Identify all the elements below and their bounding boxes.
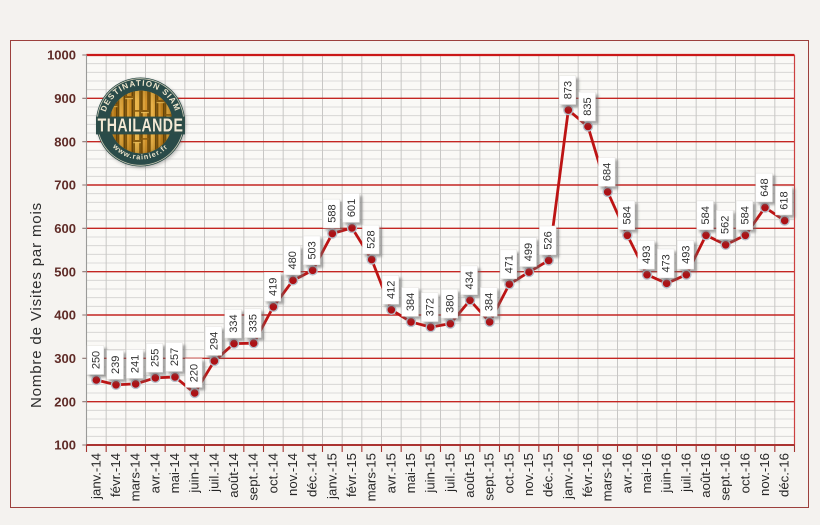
svg-text:900: 900 — [54, 91, 76, 106]
svg-text:janv.-16: janv.-16 — [560, 453, 575, 500]
svg-text:239: 239 — [110, 356, 122, 374]
svg-text:562: 562 — [720, 216, 732, 234]
svg-text:584: 584 — [700, 206, 712, 224]
svg-text:nov.-14: nov.-14 — [285, 453, 300, 496]
svg-text:oct.-15: oct.-15 — [501, 453, 516, 493]
svg-text:sept.-16: sept.-16 — [718, 453, 733, 501]
svg-text:584: 584 — [739, 206, 751, 224]
svg-text:528: 528 — [366, 230, 378, 248]
svg-text:févr.-14: févr.-14 — [108, 453, 123, 497]
svg-text:déc.-16: déc.-16 — [777, 453, 792, 497]
svg-text:juin-14: juin-14 — [187, 453, 202, 494]
svg-text:600: 600 — [54, 221, 76, 236]
svg-text:526: 526 — [543, 231, 555, 249]
svg-text:500: 500 — [54, 264, 76, 279]
svg-text:100: 100 — [54, 438, 76, 453]
svg-text:372: 372 — [425, 298, 437, 316]
svg-text:oct.-14: oct.-14 — [265, 453, 280, 493]
svg-text:412: 412 — [385, 281, 397, 299]
svg-text:août-16: août-16 — [698, 453, 713, 498]
svg-text:700: 700 — [54, 178, 76, 193]
svg-text:499: 499 — [523, 243, 535, 261]
svg-text:873: 873 — [562, 81, 574, 99]
svg-text:384: 384 — [405, 293, 417, 311]
svg-text:835: 835 — [582, 97, 594, 115]
svg-text:avr.-16: avr.-16 — [619, 453, 634, 493]
svg-text:400: 400 — [54, 308, 76, 323]
svg-text:1000: 1000 — [47, 48, 76, 63]
svg-text:334: 334 — [228, 314, 240, 332]
svg-text:déc.-14: déc.-14 — [305, 453, 320, 497]
svg-text:mars-14: mars-14 — [128, 453, 143, 501]
svg-text:473: 473 — [661, 254, 673, 272]
svg-text:juil.-16: juil.-16 — [678, 453, 693, 493]
svg-text:mai-16: mai-16 — [639, 453, 654, 493]
svg-text:mai-14: mai-14 — [167, 453, 182, 493]
svg-text:THAILANDE: THAILANDE — [98, 116, 184, 136]
svg-text:août-15: août-15 — [462, 453, 477, 498]
svg-text:493: 493 — [641, 246, 653, 264]
svg-text:419: 419 — [267, 278, 279, 296]
svg-text:avr.-15: avr.-15 — [383, 453, 398, 493]
svg-text:juil.-14: juil.-14 — [206, 453, 221, 493]
svg-text:sept.-14: sept.-14 — [246, 453, 261, 501]
svg-text:294: 294 — [208, 332, 220, 350]
svg-text:juil.-15: juil.-15 — [442, 453, 457, 493]
svg-text:618: 618 — [779, 191, 791, 209]
svg-text:avr.-14: avr.-14 — [147, 453, 162, 493]
svg-text:mars-15: mars-15 — [364, 453, 379, 501]
svg-text:250: 250 — [90, 351, 102, 369]
svg-text:380: 380 — [444, 294, 456, 312]
svg-text:oct.-16: oct.-16 — [737, 453, 752, 493]
svg-text:févr.-15: févr.-15 — [344, 453, 359, 497]
svg-text:mai-15: mai-15 — [403, 453, 418, 493]
svg-text:493: 493 — [680, 246, 692, 264]
svg-text:mars-16: mars-16 — [600, 453, 615, 501]
svg-text:255: 255 — [149, 349, 161, 367]
svg-text:janv.-15: janv.-15 — [324, 453, 339, 500]
svg-text:sept.-15: sept.-15 — [482, 453, 497, 501]
svg-text:Nombre de Visites par mois: Nombre de Visites par mois — [28, 202, 45, 408]
svg-text:déc.-15: déc.-15 — [541, 453, 556, 497]
svg-text:648: 648 — [759, 178, 771, 196]
svg-text:503: 503 — [307, 241, 319, 259]
svg-text:480: 480 — [287, 251, 299, 269]
svg-text:584: 584 — [621, 206, 633, 224]
svg-text:nov.-16: nov.-16 — [757, 453, 772, 496]
svg-text:257: 257 — [169, 348, 181, 366]
svg-text:juin-15: juin-15 — [423, 453, 438, 494]
svg-text:févr.-16: févr.-16 — [580, 453, 595, 497]
svg-text:800: 800 — [54, 134, 76, 149]
svg-text:220: 220 — [189, 364, 201, 382]
svg-text:nov.-15: nov.-15 — [521, 453, 536, 496]
svg-text:janv.-14: janv.-14 — [88, 453, 103, 500]
svg-text:300: 300 — [54, 351, 76, 366]
svg-text:200: 200 — [54, 394, 76, 409]
svg-text:588: 588 — [326, 204, 338, 222]
svg-text:434: 434 — [464, 271, 476, 289]
svg-text:471: 471 — [503, 255, 515, 273]
svg-text:601: 601 — [346, 199, 358, 217]
svg-text:juin-16: juin-16 — [659, 453, 674, 494]
svg-text:684: 684 — [602, 163, 614, 181]
svg-text:241: 241 — [130, 355, 142, 373]
svg-text:335: 335 — [248, 314, 260, 332]
svg-text:août-14: août-14 — [226, 453, 241, 498]
svg-text:384: 384 — [484, 293, 496, 311]
